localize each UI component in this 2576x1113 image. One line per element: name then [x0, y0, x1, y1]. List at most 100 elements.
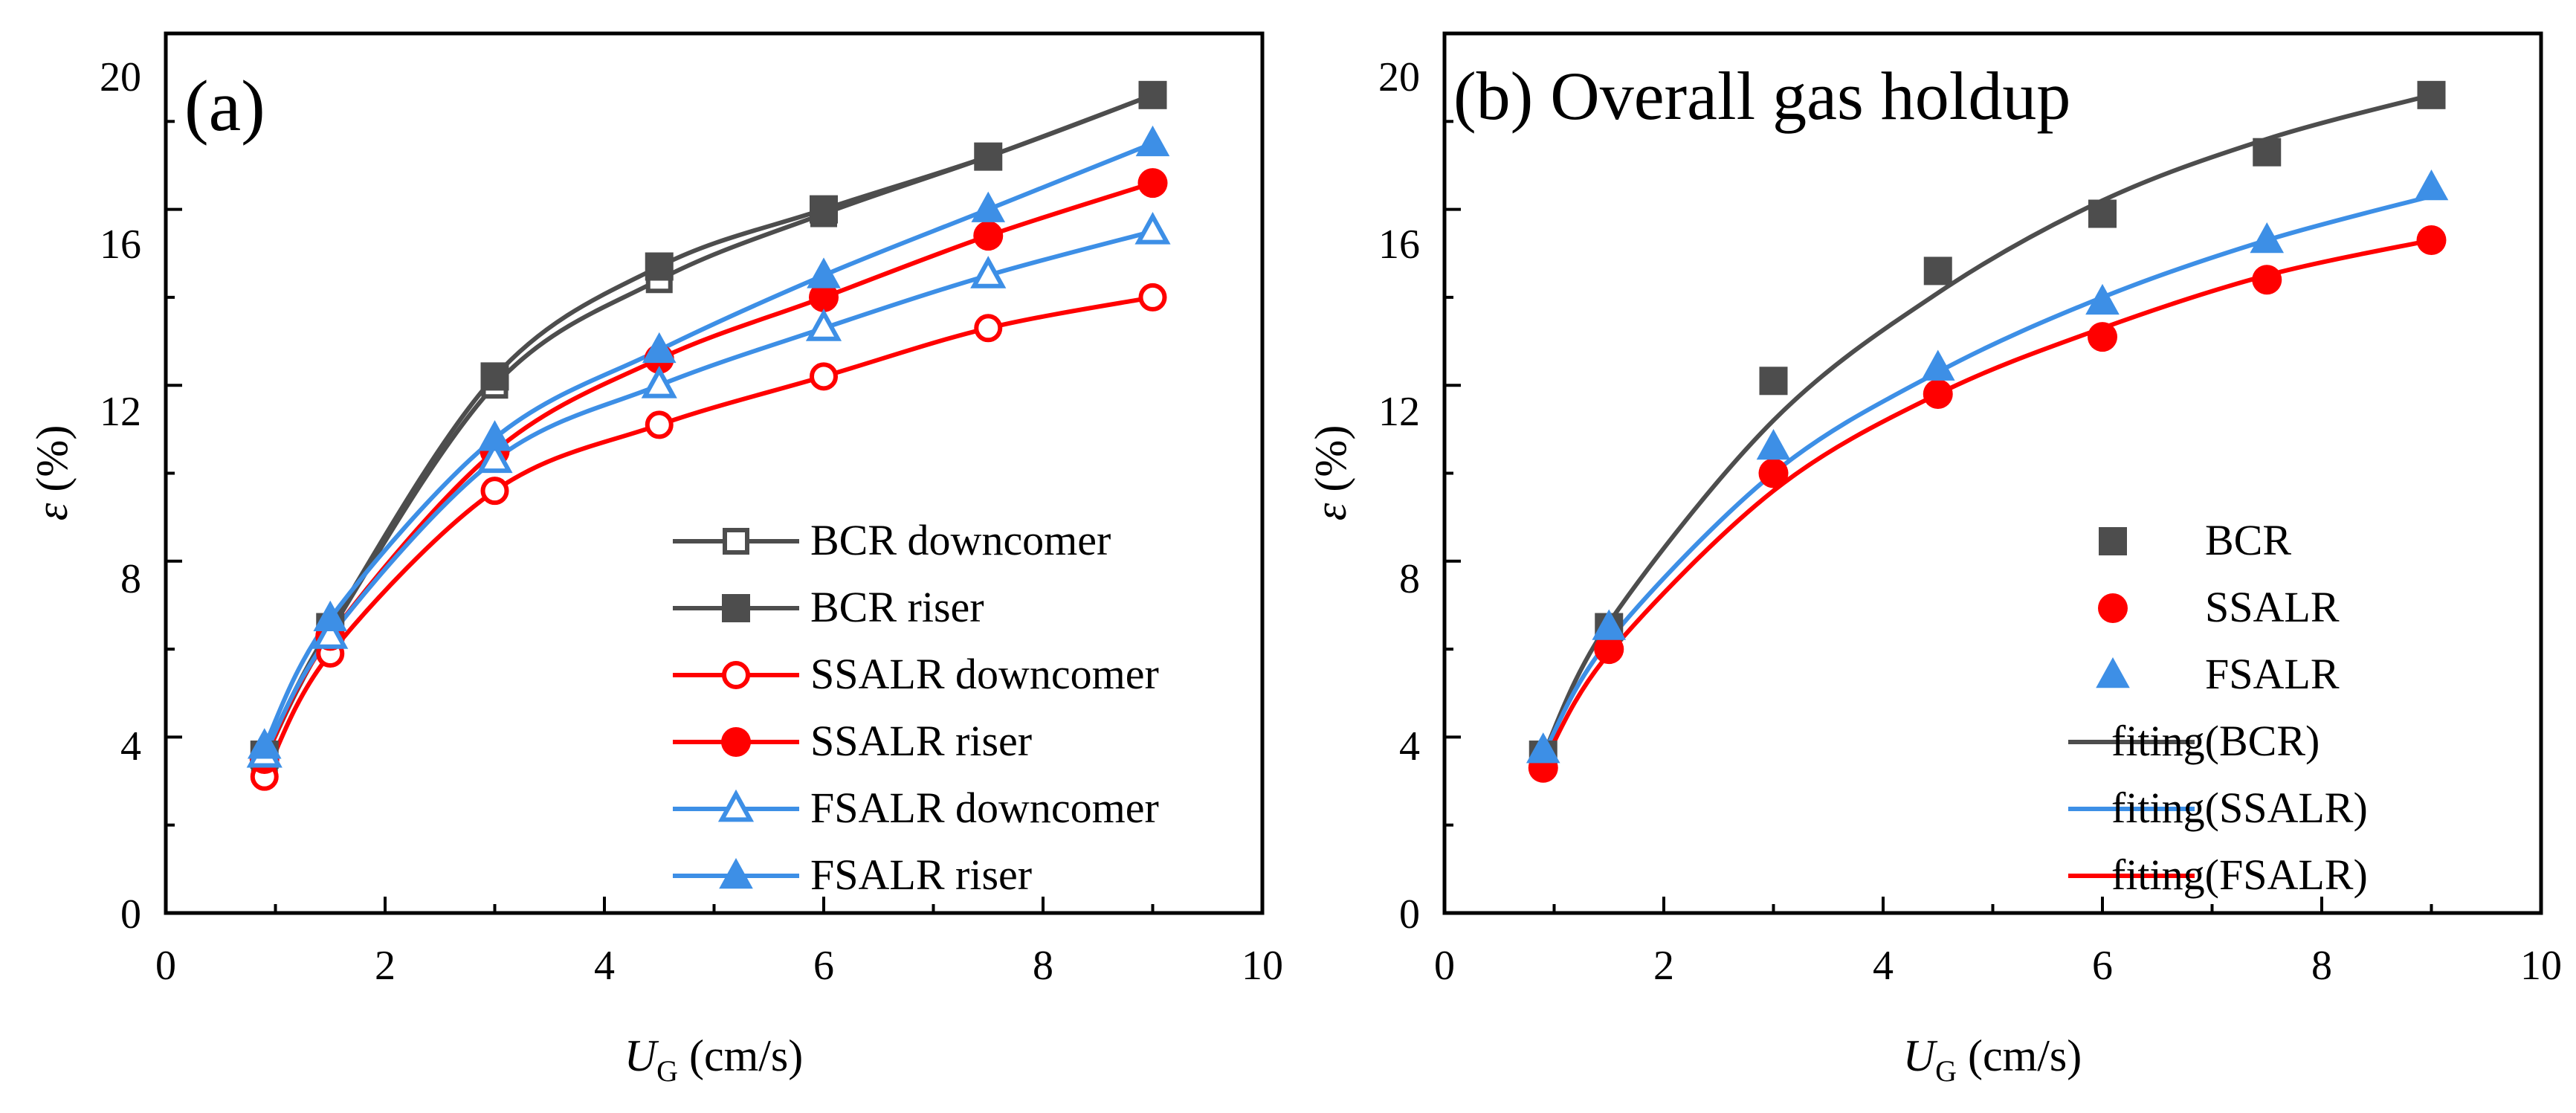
- y-tick-label: 0: [1399, 891, 1420, 938]
- y-tick-label: 16: [100, 222, 141, 268]
- legend-b: BCR SSALR FSALR fiting(BCR) fiting(SSALR…: [2068, 516, 2368, 899]
- data-point: [247, 728, 282, 759]
- data-point: [1134, 211, 1171, 245]
- legend-marker: [2099, 527, 2127, 555]
- data-point: [1923, 257, 1952, 285]
- data-point: [1592, 609, 1627, 640]
- data-point: [477, 440, 513, 474]
- data-point: [2085, 283, 2120, 315]
- x-tick-label: 0: [155, 943, 176, 989]
- legend-label: fiting(BCR): [2111, 717, 2320, 765]
- legend-label: FSALR riser: [810, 851, 1032, 899]
- y-tick-label: 4: [1399, 723, 1420, 770]
- axis-ticks-b: [1443, 32, 2543, 914]
- legend-label: BCR downcomer: [810, 516, 1111, 564]
- y-axis-label: ε (%): [28, 425, 77, 521]
- data-point: [477, 420, 512, 451]
- axis-ticks-a: [164, 32, 1264, 914]
- data-point: [971, 191, 1006, 222]
- x-tick-label: 8: [1033, 943, 1053, 989]
- x-tick-label: 0: [1434, 943, 1455, 989]
- data-point: [1594, 634, 1624, 665]
- data-point: [642, 332, 677, 364]
- data-point: [2252, 265, 2282, 295]
- legend-label: SSALR downcomer: [810, 650, 1159, 698]
- legend-label: FSALR: [2205, 650, 2340, 698]
- legend-a: BCR downcomer BCR riser SSALR downcomer …: [673, 516, 1159, 899]
- data-point: [1759, 367, 1788, 396]
- x-tick-label: 10: [2520, 943, 2562, 989]
- data-point: [641, 365, 677, 399]
- legend-label: fiting(SSALR): [2111, 784, 2368, 832]
- data-point: [970, 256, 1007, 288]
- data-point: [313, 600, 348, 631]
- y-tick-label: 4: [120, 723, 141, 770]
- legend-label: fiting(FSALR): [2111, 851, 2368, 899]
- y-tick-label: 16: [1378, 222, 1420, 268]
- x-tick-label: 4: [594, 943, 615, 989]
- legend-marker: [721, 727, 751, 757]
- data-point: [2253, 138, 2282, 167]
- data-point: [480, 477, 509, 506]
- data-point: [974, 142, 1003, 171]
- x-tick-label: 6: [2092, 943, 2113, 989]
- data-point: [1923, 379, 1953, 410]
- data-point: [809, 282, 839, 312]
- y-tick-label: 20: [1378, 54, 1420, 100]
- data-point: [1135, 125, 1170, 157]
- data-point: [974, 314, 1003, 343]
- y-tick-label: 20: [100, 54, 141, 100]
- legend-label: SSALR: [2205, 583, 2340, 631]
- x-tick-label: 2: [375, 943, 396, 989]
- data-point: [973, 221, 1004, 251]
- x-tick-label: 8: [2311, 943, 2332, 989]
- legend-label: FSALR downcomer: [810, 784, 1159, 832]
- data-point: [1138, 283, 1167, 312]
- legend-marker: [2096, 657, 2130, 688]
- data-point: [810, 362, 838, 391]
- data-point: [807, 257, 841, 288]
- legend-marker: [722, 594, 750, 622]
- y-tick-label: 8: [1399, 556, 1420, 602]
- legend-marker: [717, 789, 755, 822]
- legend-label: BCR: [2205, 516, 2291, 564]
- data-point: [2414, 170, 2449, 201]
- x-tick-label: 6: [813, 943, 834, 989]
- data-point: [1758, 458, 1789, 488]
- legend-label: BCR riser: [810, 583, 984, 631]
- x-tick-label: 10: [1242, 943, 1283, 989]
- data-point: [312, 616, 349, 649]
- data-point: [2088, 199, 2117, 228]
- x-axis-label: UG (cm/s): [624, 1031, 804, 1088]
- data-point: [2088, 322, 2117, 352]
- legend-label: SSALR riser: [810, 717, 1032, 765]
- plot-frame-b: [1442, 31, 2543, 915]
- data-point: [1137, 168, 1168, 199]
- data-point: [2416, 225, 2447, 256]
- y-tick-label: 0: [120, 891, 141, 938]
- panel-label-a: (a): [184, 66, 265, 146]
- legend-marker: [719, 858, 753, 889]
- legend-symbols-b: [2068, 527, 2195, 878]
- panel-label-b: (b) Overall gas holdup: [1453, 58, 2070, 134]
- legend-marker: [722, 661, 750, 689]
- x-tick-label: 2: [1653, 943, 1674, 989]
- data-point: [480, 362, 509, 391]
- y-tick-label: 12: [1378, 389, 1420, 435]
- panel-b: 0 2 4 6 8 10 0 4 8 12 16 20 UG (cm/s) ε …: [1306, 31, 2562, 1088]
- data-point: [2250, 222, 2285, 254]
- x-tick-label: 4: [1873, 943, 1894, 989]
- data-point: [1526, 732, 1560, 764]
- data-point: [805, 309, 842, 341]
- series-group-a: [246, 80, 1171, 791]
- y-axis-label: ε (%): [1306, 425, 1355, 521]
- data-point: [810, 195, 838, 224]
- data-point: [1138, 80, 1167, 109]
- y-tick-label: 8: [120, 556, 141, 602]
- x-axis-label: UG (cm/s): [1903, 1031, 2082, 1088]
- panel-a: 0 2 4 6 8 10 0 4 8 12 16 20 UG (cm/s) ε …: [28, 31, 1283, 1088]
- data-point: [1756, 429, 1791, 460]
- y-tick-label: 12: [100, 389, 141, 435]
- series-group-b: [1526, 80, 2449, 783]
